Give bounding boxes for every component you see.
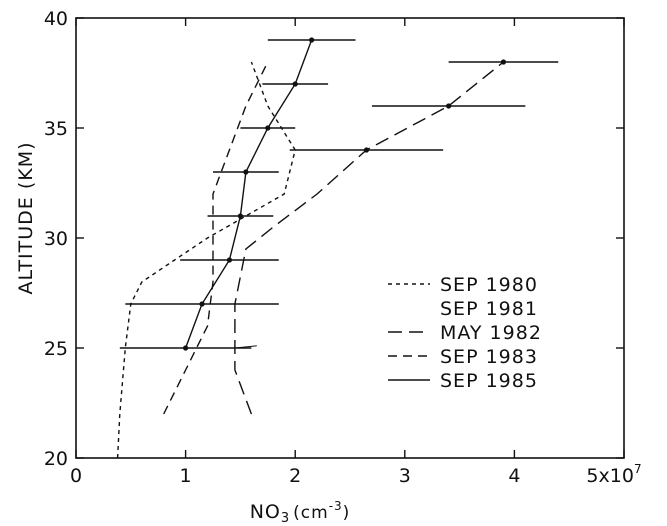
y-axis-label: ALTITUDE (KM): [15, 141, 37, 294]
y-tick-label: 35: [44, 118, 68, 140]
data-point-sep-1985: [237, 213, 243, 219]
y-tick-label: 25: [44, 338, 68, 360]
x-axis-label-main: NO: [250, 501, 281, 523]
x-tick-multiplier-exp: 7: [634, 462, 642, 476]
data-point-sep-1985: [226, 257, 233, 263]
series-sep-1985: [119, 37, 356, 351]
x-tick-label: 1: [180, 465, 192, 487]
x-axis-label-unit-close: ): [343, 503, 351, 523]
legend-label-may-1982: MAY 1982: [440, 322, 542, 344]
legend-label-sep-1985: SEP 1985: [440, 370, 538, 392]
data-point-may-1982: [500, 59, 507, 65]
data-point-sep-1985: [243, 169, 249, 175]
series-sep-1983: [163, 61, 269, 415]
x-tick-label: 2: [289, 465, 301, 487]
data-point-sep-1985: [199, 301, 205, 307]
data-point-sep-1985: [292, 81, 298, 87]
y-tick-label: 40: [44, 8, 68, 30]
data-point-may-1982: [363, 147, 370, 153]
legend-label-sep-1980: SEP 1980: [440, 274, 538, 296]
series-layer: [116, 37, 559, 459]
data-point-sep-1985: [183, 345, 189, 351]
plot-area: 0 1 2 3 4 5x107 20 25 30 35 40: [44, 8, 642, 487]
y-tick-label: 30: [44, 228, 68, 250]
series-line-sep-1983: [163, 61, 269, 415]
x-axis-label-sub: 3: [281, 511, 290, 526]
x-tick-label: 5x107: [586, 462, 641, 487]
x-tick-label: 0: [70, 465, 82, 487]
series-line-sep-1985: [184, 39, 313, 349]
data-point-sep-1985: [309, 37, 315, 43]
plot-frame: [75, 17, 625, 459]
x-axis-label-unit: (cm: [293, 503, 329, 523]
series-sep-1980: [116, 61, 296, 459]
x-axis-label: NO3 (cm-3): [250, 499, 351, 526]
legend-label-sep-1981: SEP 1981: [440, 298, 538, 320]
legend-label-sep-1983: SEP 1983: [440, 346, 538, 368]
data-point-may-1982: [446, 103, 452, 109]
x-axis-label-unit-exp: -3: [329, 499, 343, 513]
y-tick-label: 20: [44, 448, 68, 470]
data-point-sep-1985: [265, 125, 271, 131]
x-tick-label: 3: [399, 465, 411, 487]
x-tick-label: 4: [508, 465, 520, 487]
series-line-sep-1980: [116, 61, 296, 459]
